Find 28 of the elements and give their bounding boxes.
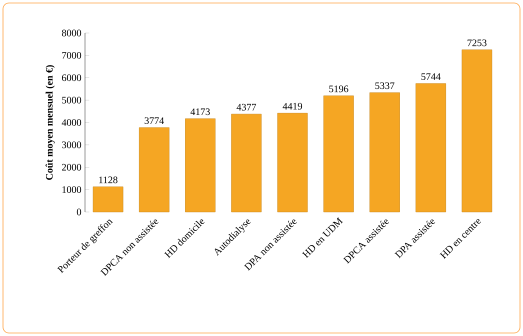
data-label: 5337 xyxy=(375,82,394,90)
y-tick-label: 2000 xyxy=(62,164,82,171)
bar xyxy=(416,83,446,212)
bar xyxy=(92,186,124,212)
y-tick-label: 7000 xyxy=(62,52,82,59)
y-axis-title: Coût moyen mensuel (en €) xyxy=(46,65,55,180)
y-tick-label: 3000 xyxy=(62,142,82,148)
y-tick-label: 0 xyxy=(76,208,82,216)
data-label: 7253 xyxy=(468,40,487,46)
bar xyxy=(231,114,262,212)
bar xyxy=(277,112,308,212)
data-label: 1128 xyxy=(99,176,118,184)
bar xyxy=(370,92,400,212)
y-tick-label: 5000 xyxy=(62,96,82,104)
data-label: 4377 xyxy=(236,104,256,111)
y-tick-label: 8000 xyxy=(62,30,82,36)
data-label: 3774 xyxy=(144,117,164,124)
bar xyxy=(462,50,492,212)
y-tick-label: 4000 xyxy=(62,119,82,126)
bar xyxy=(185,118,216,212)
data-label: 5744 xyxy=(421,73,441,80)
y-tick-label: 1000 xyxy=(62,186,82,193)
data-label: 4173 xyxy=(190,108,210,116)
y-tick-label: 6000 xyxy=(62,74,82,82)
bar xyxy=(138,127,170,212)
data-label: 4419 xyxy=(282,102,302,110)
bar xyxy=(323,96,354,212)
data-label: 5196 xyxy=(329,86,348,92)
